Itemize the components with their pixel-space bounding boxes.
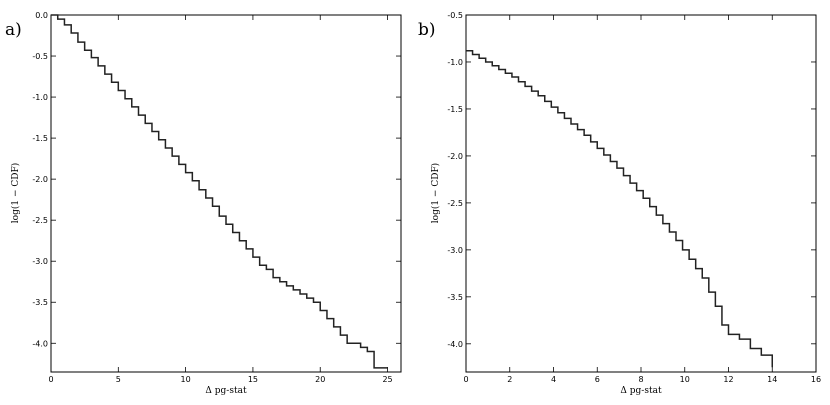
panel-b-label: b)	[418, 20, 436, 40]
panel-a-y-label: log(1 − CDF)	[10, 163, 21, 223]
panel-b-y-tick-label: -3.5	[447, 293, 463, 302]
panel-b-plot-frame	[465, 14, 817, 373]
panel-a-x-tick-label: 10	[181, 375, 191, 384]
panel-b-y-tick-label: -2.0	[447, 152, 463, 161]
panel-b-x-tick-label: 10	[680, 375, 690, 384]
panel-b-y-tick-label: -2.5	[447, 199, 463, 208]
panel-b-x-tick-label: 12	[723, 375, 733, 384]
panel-a-y-tick-label: -1.0	[32, 93, 48, 102]
panel-a-y-tick-label: -2.5	[32, 216, 48, 225]
panel-b-y-axis: -0.5 -1.0 -1.5 -2.0 -2.5 -3.0 -3.5 -4.0	[447, 11, 816, 349]
panel-b-y-tick-label: -1.0	[447, 58, 463, 67]
panel-a-y-tick-label: -3.5	[32, 298, 48, 307]
panel-b-y-label: log(1 − CDF)	[430, 163, 441, 223]
panel-a-y-tick-label: -2.0	[32, 175, 48, 184]
panel-b-y-tick-label: -4.0	[447, 340, 463, 349]
panel-b-step-line	[466, 49, 773, 368]
panel-a-x-tick-label: 25	[382, 375, 392, 384]
panel-a-x-tick-label: 5	[116, 375, 121, 384]
panel-a-y-axis: 0.0 -0.5 -1.0 -1.5 -2.0 -2.5 -3.0 -3.5 -4.0	[32, 11, 401, 348]
panel-b-x-tick-label: 8	[638, 375, 643, 384]
panel-b-x-label: Δ pg-stat	[620, 386, 662, 396]
panel-a-step-line	[51, 14, 388, 369]
panel-a-x-tick-label: 20	[315, 375, 325, 384]
panel-a-x-tick-label: 15	[248, 375, 258, 384]
panel-a-y-tick-label: -4.0	[32, 339, 48, 348]
panel-a-label: a)	[5, 20, 22, 40]
panel-a-y-tick-label: -3.0	[32, 257, 48, 266]
panel-b-x-tick-label: 14	[767, 375, 777, 384]
panel-b: b) 0 2 4 6 8 10 12 14 16 -0.5 -1.0 -1.5 -2.0 -2.5 -3.…	[418, 11, 821, 396]
panel-a: a) 0 5 10 15 20 25 0.0 -0.5 -1.0 -1.5 -2.0 -2.5 -3.…	[5, 11, 402, 396]
panel-a-y-tick-label: -0.5	[32, 52, 48, 61]
panel-b-y-tick-label: -3.0	[447, 246, 463, 255]
panel-a-y-tick-label: -1.5	[32, 134, 48, 143]
panel-b-x-tick-label: 2	[507, 375, 512, 384]
panel-a-x-tick-label: 0	[48, 375, 53, 384]
panel-a-y-tick-label: 0.0	[35, 11, 48, 20]
panel-b-x-tick-label: 16	[811, 375, 821, 384]
panel-b-x-tick-label: 6	[595, 375, 600, 384]
panel-b-y-tick-label: -1.5	[447, 105, 463, 114]
panel-b-x-tick-label: 4	[551, 375, 556, 384]
panel-b-x-axis: 0 2 4 6 8 10 12 14 16	[463, 15, 821, 384]
panel-b-y-tick-label: -0.5	[447, 11, 463, 20]
panel-a-x-label: Δ pg-stat	[205, 386, 247, 396]
panel-b-x-tick-label: 0	[463, 375, 468, 384]
panel-a-plot-frame	[50, 14, 402, 373]
